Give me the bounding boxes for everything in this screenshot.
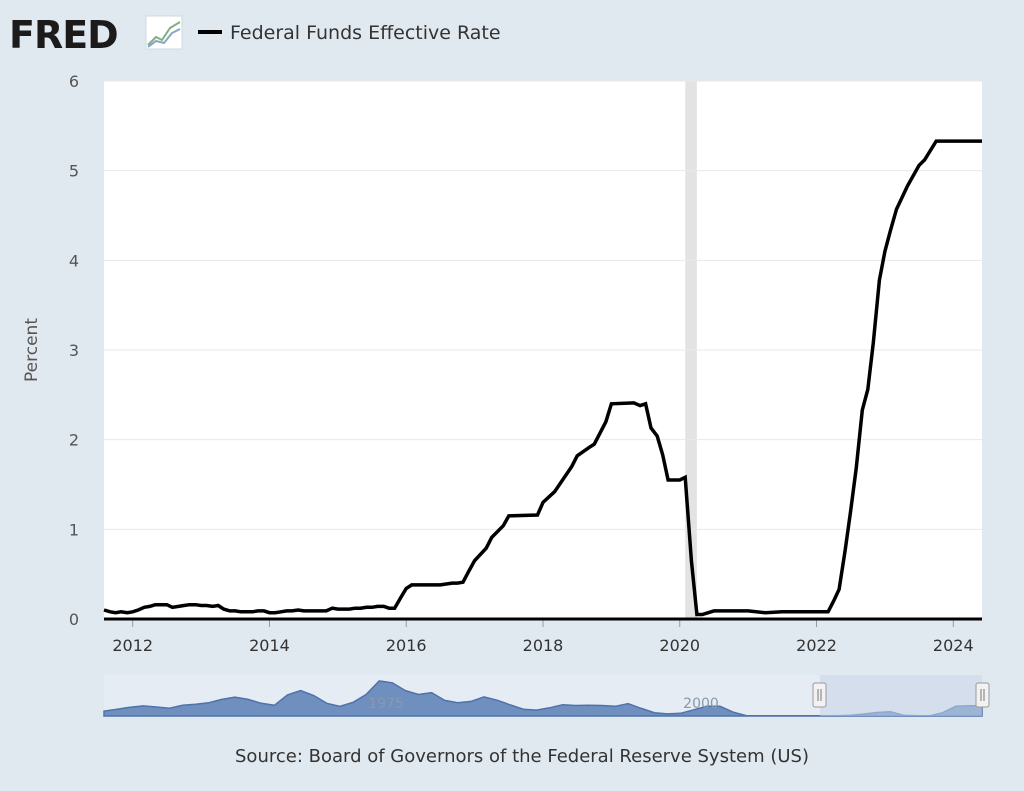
navigator-label-2000: 2000 (683, 696, 719, 712)
x-tick-label-2012: 2012 (112, 636, 153, 655)
gridlines (104, 80, 982, 530)
x-tick-label-2016: 2016 (386, 636, 427, 655)
x-tick-label-2022: 2022 (796, 636, 837, 655)
series-line-fed-funds[interactable] (103, 139, 982, 617)
y-tick-label-4: 4 (69, 251, 79, 270)
source-note: Source: Board of Governors of the Federa… (235, 746, 809, 767)
y-tick-label-2: 2 (69, 431, 79, 450)
y-tick-label-5: 5 (69, 162, 79, 181)
navigator-selection[interactable] (820, 675, 982, 716)
y-tick-label-3: 3 (69, 341, 79, 360)
y-axis-label: Percent (22, 318, 42, 382)
y-tick-label-0: 0 (69, 610, 79, 629)
fred-logo[interactable]: FRED (9, 13, 183, 57)
x-tick-label-2024: 2024 (933, 636, 974, 655)
legend-label: Federal Funds Effective Rate (230, 22, 501, 44)
y-tick-label-6: 6 (69, 72, 79, 91)
x-tick-label-2018: 2018 (523, 636, 564, 655)
x-tick-label-2014: 2014 (249, 636, 290, 655)
navigator-label-1975: 1975 (368, 696, 404, 712)
navigator-handle-right[interactable] (975, 682, 990, 708)
legend[interactable]: Federal Funds Effective Rate (198, 22, 501, 44)
trend-icon (145, 15, 183, 50)
navigator[interactable]: 1975 2000 (103, 675, 990, 717)
y-tick-label-1: 1 (69, 520, 79, 539)
x-axis: 2012 2014 2016 2018 2020 2022 2024 (112, 619, 974, 655)
navigator-handle-left[interactable] (812, 682, 827, 708)
fred-logo-text: FRED (9, 13, 118, 57)
x-tick-label-2020: 2020 (659, 636, 700, 655)
y-axis: 0 1 2 3 4 5 6 (69, 72, 79, 629)
